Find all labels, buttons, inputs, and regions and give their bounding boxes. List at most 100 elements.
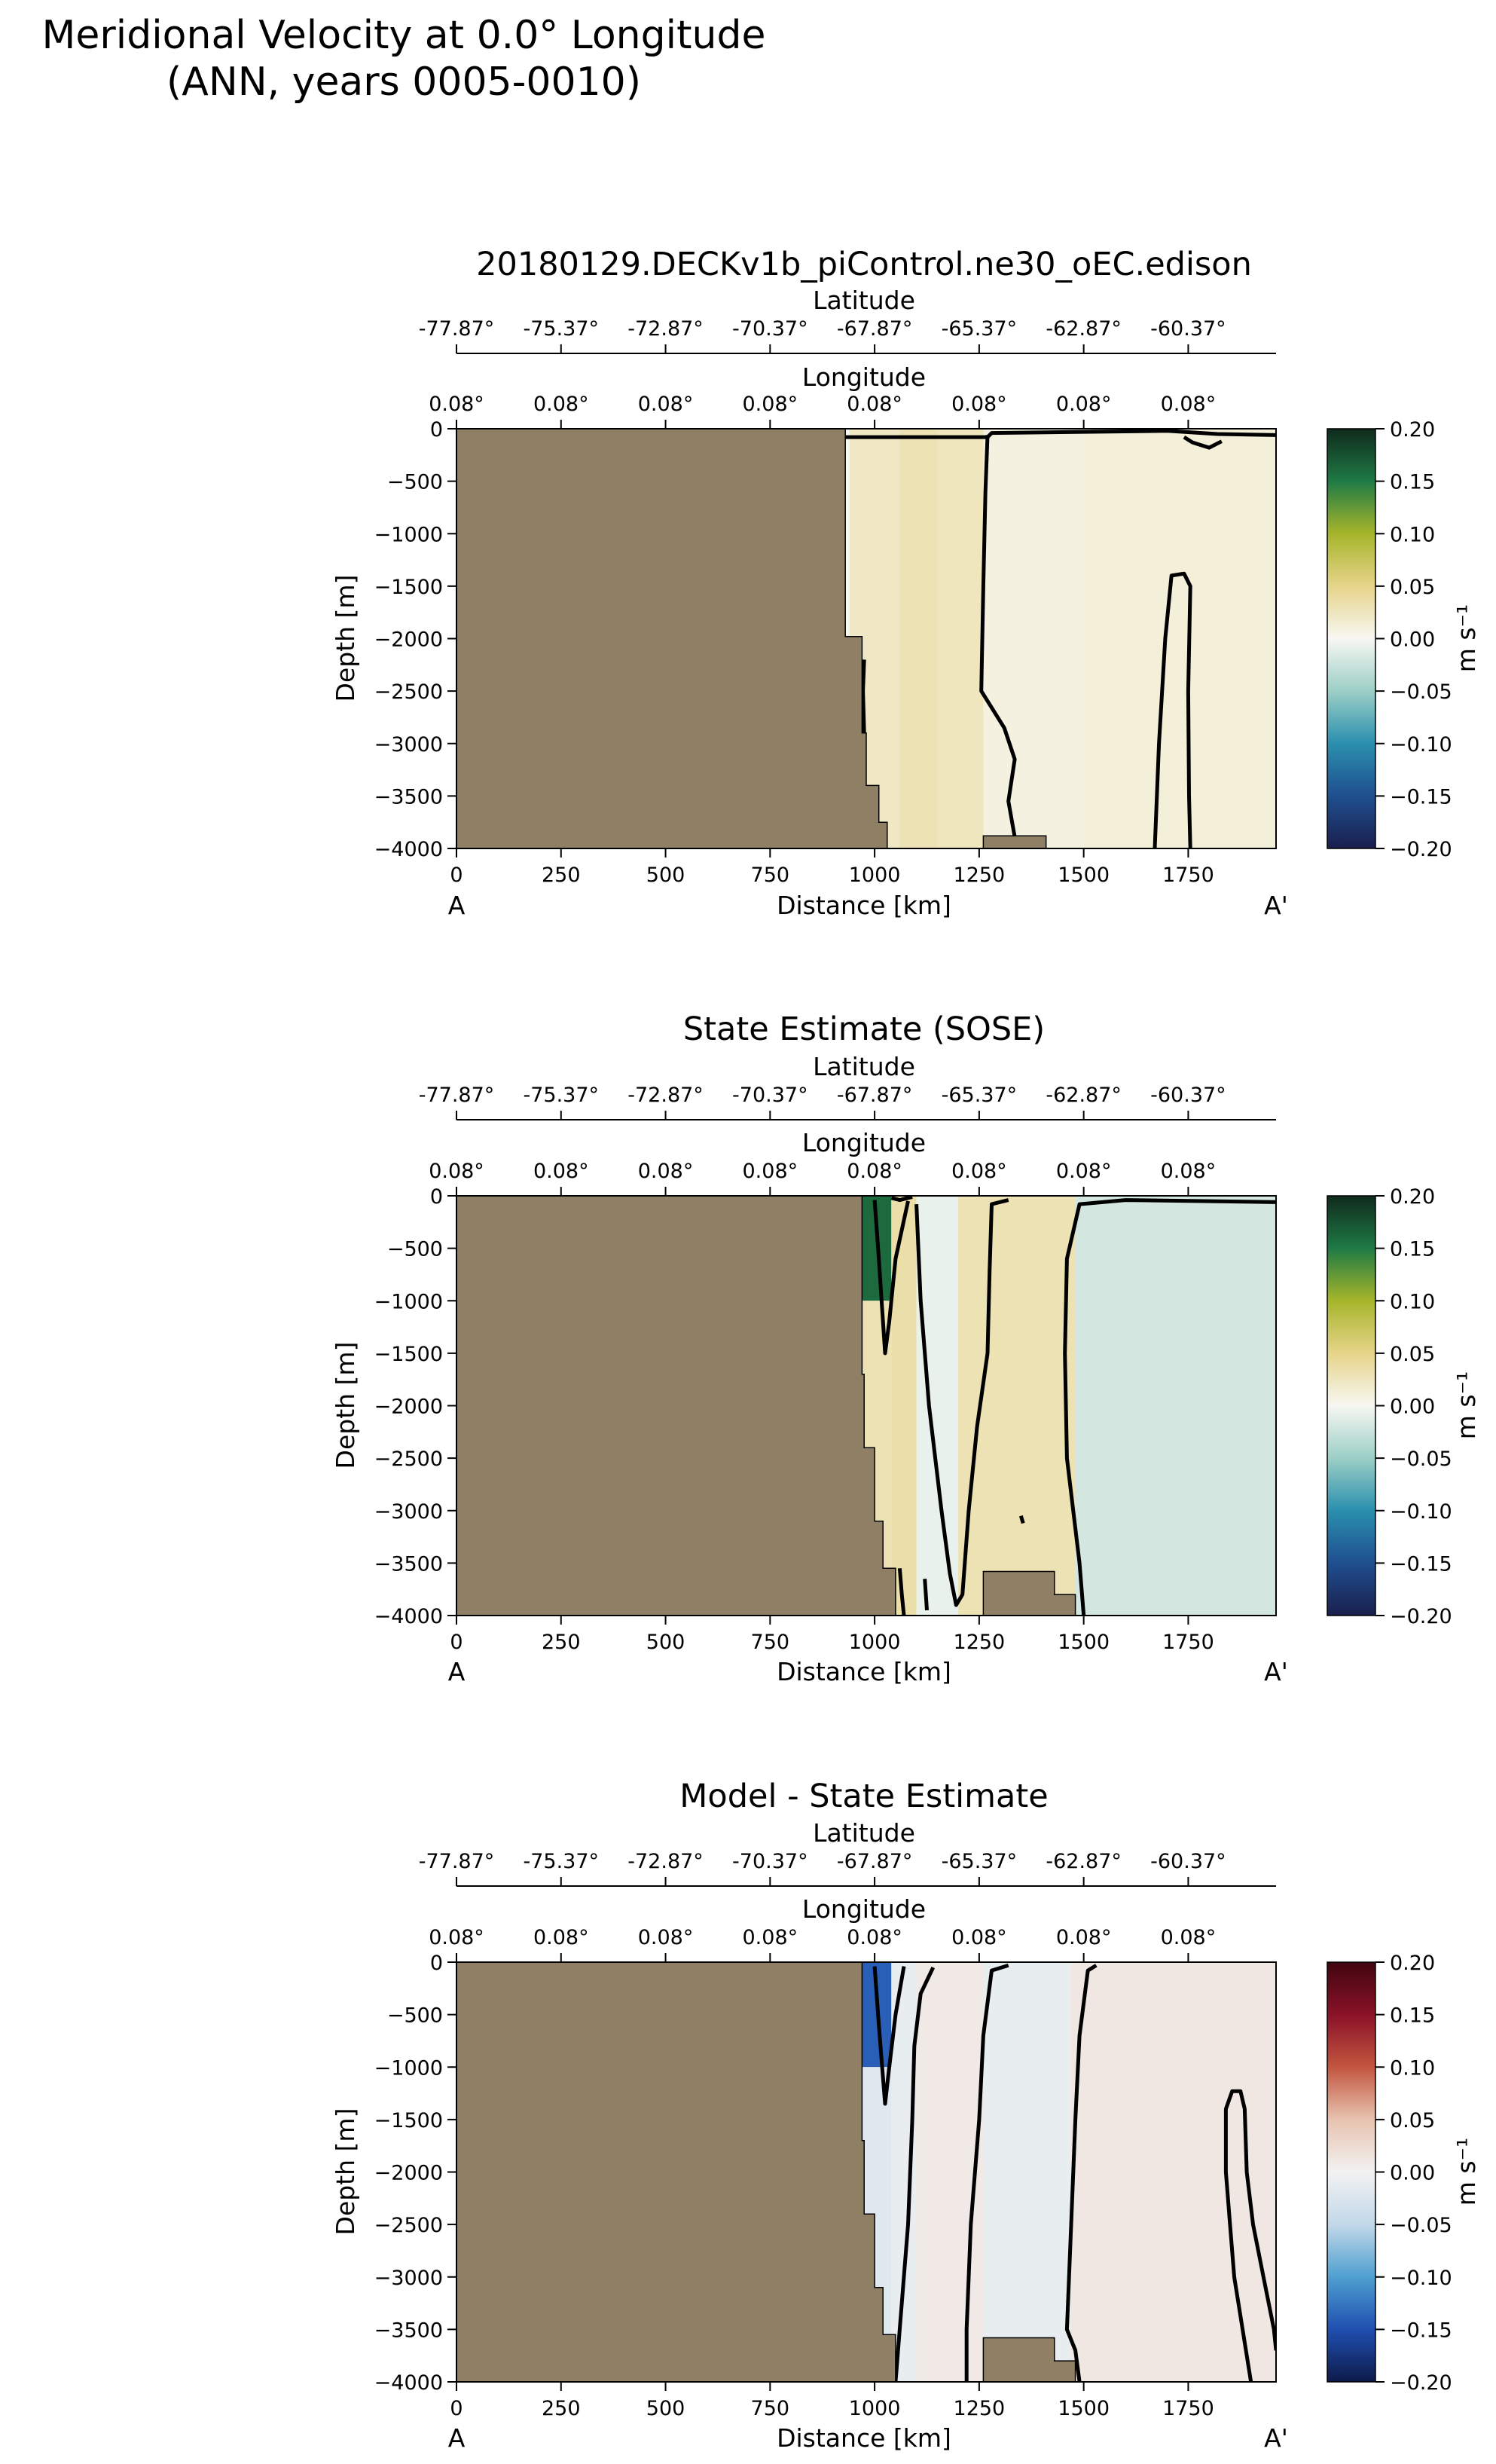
- longitude-tick-label: 0.08°: [429, 1926, 484, 1949]
- y-tick-label: −2000: [374, 2162, 443, 2185]
- latitude-tick-label: -65.37°: [942, 1084, 1018, 1107]
- colorbar-tick-label: 0.00: [1390, 2162, 1435, 2185]
- x-tick-label: 1500: [1058, 1631, 1110, 1654]
- longitude-tick-label: 0.08°: [533, 1160, 589, 1183]
- panel-model-latitude-ticks: -77.87° -75.37° -72.87° -70.37° -67.87° -65.3…: [419, 317, 1226, 353]
- latitude-tick-label: -75.37°: [524, 1084, 600, 1107]
- colorbar-tick-label: 0.20: [1390, 1952, 1435, 1975]
- x-tick-label: 0: [450, 1631, 463, 1654]
- longitude-tick-label: 0.08°: [533, 1926, 589, 1949]
- panel-difference-title: Model - State Estimate: [679, 1778, 1048, 1815]
- x-tick-label: 250: [542, 1631, 581, 1654]
- x-tick-label: 1000: [849, 864, 901, 887]
- panel-model-longitude-label: Longitude: [802, 362, 926, 392]
- longitude-tick-label: 0.08°: [1056, 1160, 1112, 1183]
- latitude-tick-label: -67.87°: [837, 317, 913, 341]
- velocity-patch: [958, 1196, 1076, 1616]
- longitude-tick-label: 0.08°: [951, 1160, 1007, 1183]
- panel-sose-colorbar-ticks: 0.20 0.15 0.10 0.05 0.00 −0.05 −0.10 −0.15 −0.20: [1375, 1185, 1452, 1628]
- contour-line: [1063, 1198, 1276, 1616]
- continental-slope: [456, 1962, 896, 2382]
- panel-difference-y-label: Depth [m]: [331, 2108, 360, 2236]
- panel-sose: State Estimate (SOSE) Latitude Longitude…: [331, 1010, 1481, 1686]
- x-tick-label: 1250: [954, 2397, 1006, 2420]
- latitude-tick-label: -75.37°: [524, 317, 600, 341]
- panel-model-title: 20180129.DECKv1b_piControl.ne30_oEC.edis…: [476, 246, 1252, 283]
- longitude-tick-label: 0.08°: [533, 393, 589, 416]
- longitude-tick-label: 0.08°: [743, 1926, 798, 1949]
- colorbar-tick-label: 0.10: [1390, 2056, 1435, 2080]
- latitude-tick-label: -70.37°: [732, 1850, 808, 1873]
- panel-model-bathymetry: [456, 429, 1047, 848]
- panel-sose-end-label: A': [1264, 1657, 1288, 1686]
- x-tick-label: 750: [751, 1631, 790, 1654]
- panel-model-plot-area: [456, 429, 1276, 848]
- colorbar-tick-label: 0.00: [1390, 1396, 1435, 1419]
- figure-title-line1: Meridional Velocity at 0.0° Longitude: [42, 13, 766, 58]
- longitude-tick-label: 0.08°: [847, 1926, 902, 1949]
- panel-model-latitude-label: Latitude: [813, 286, 915, 315]
- longitude-tick-label: 0.08°: [743, 1160, 798, 1183]
- colorbar-tick-label: −0.20: [1390, 2371, 1452, 2395]
- continental-slope: [456, 1196, 896, 1616]
- x-tick-label: 1750: [1162, 864, 1214, 887]
- continental-slope: [456, 429, 888, 848]
- colorbar-tick-label: −0.15: [1390, 1552, 1452, 1576]
- x-tick-label: 0: [450, 2397, 463, 2420]
- contour-line: [1153, 571, 1192, 848]
- colorbar-tick-label: −0.20: [1390, 838, 1452, 861]
- colorbar-tick-label: −0.20: [1390, 1605, 1452, 1628]
- latitude-tick-label: -62.87°: [1046, 1084, 1122, 1107]
- panel-sose-start-label: A: [448, 1657, 466, 1686]
- colorbar-tick-label: −0.05: [1390, 1448, 1452, 1471]
- panel-model-longitude-ticks: 0.08° 0.08° 0.08° 0.08° 0.08° 0.08° 0.08° 0.08°: [429, 393, 1216, 429]
- x-tick-label: 500: [646, 864, 685, 887]
- contour-line: [1064, 1964, 1098, 2382]
- velocity-patch: [983, 1962, 1071, 2382]
- longitude-tick-label: 0.08°: [638, 393, 694, 416]
- colorbar-tick-label: 0.15: [1390, 2004, 1435, 2028]
- y-tick-label: 0: [430, 1185, 443, 1209]
- contour-line: [914, 1198, 1009, 1607]
- latitude-tick-label: -77.87°: [419, 1850, 495, 1873]
- latitude-tick-label: -72.87°: [627, 1850, 704, 1873]
- contour-line: [845, 429, 1276, 439]
- panel-model-x-ticks: 0 250 500 750 1000 1250 1500 1750: [450, 848, 1214, 887]
- colorbar-tick-label: 0.05: [1390, 1343, 1435, 1366]
- x-tick-label: 1750: [1162, 1631, 1214, 1654]
- panel-sose-title: State Estimate (SOSE): [683, 1010, 1045, 1048]
- y-tick-label: −2500: [374, 680, 443, 704]
- panel-sose-colorbar-label: m s⁻¹: [1452, 1371, 1481, 1439]
- longitude-tick-label: 0.08°: [638, 1160, 694, 1183]
- x-tick-label: 750: [751, 864, 790, 887]
- colorbar-tick-label: 0.05: [1390, 576, 1435, 599]
- contour-line: [897, 1568, 906, 1616]
- colorbar-tick-label: 0.05: [1390, 2109, 1435, 2132]
- colorbar-tick-label: −0.10: [1390, 733, 1452, 757]
- panel-sose-contours: [872, 1196, 1276, 1616]
- longitude-tick-label: 0.08°: [1161, 1160, 1217, 1183]
- latitude-tick-label: -65.37°: [942, 317, 1018, 341]
- y-tick-label: −3500: [374, 1552, 443, 1576]
- panel-difference-x-label: Distance [km]: [777, 2423, 951, 2453]
- panel-difference-latitude-label: Latitude: [813, 1818, 915, 1848]
- contour-line: [923, 1579, 929, 1611]
- contour-line: [1183, 435, 1223, 450]
- longitude-tick-label: 0.08°: [429, 393, 484, 416]
- panel-model-colorbar-label: m s⁻¹: [1452, 604, 1481, 672]
- contour-line: [893, 1966, 936, 2382]
- latitude-tick-label: -65.37°: [942, 1850, 1018, 1873]
- contour-line: [964, 1963, 1009, 2382]
- colorbar-tick-label: 0.20: [1390, 1185, 1435, 1209]
- x-tick-label: 1000: [849, 1631, 901, 1654]
- panel-model-contours: [845, 429, 1276, 848]
- longitude-tick-label: 0.08°: [847, 1160, 902, 1183]
- latitude-tick-label: -72.87°: [627, 317, 704, 341]
- colorbar-tick-label: 0.10: [1390, 1290, 1435, 1313]
- y-tick-label: −1000: [374, 2056, 443, 2080]
- longitude-tick-label: 0.08°: [847, 393, 902, 416]
- x-tick-label: 1500: [1058, 864, 1110, 887]
- panel-sose-longitude-ticks: 0.08° 0.08° 0.08° 0.08° 0.08° 0.08° 0.08° 0.08°: [429, 1160, 1216, 1196]
- y-tick-label: −500: [387, 1238, 443, 1261]
